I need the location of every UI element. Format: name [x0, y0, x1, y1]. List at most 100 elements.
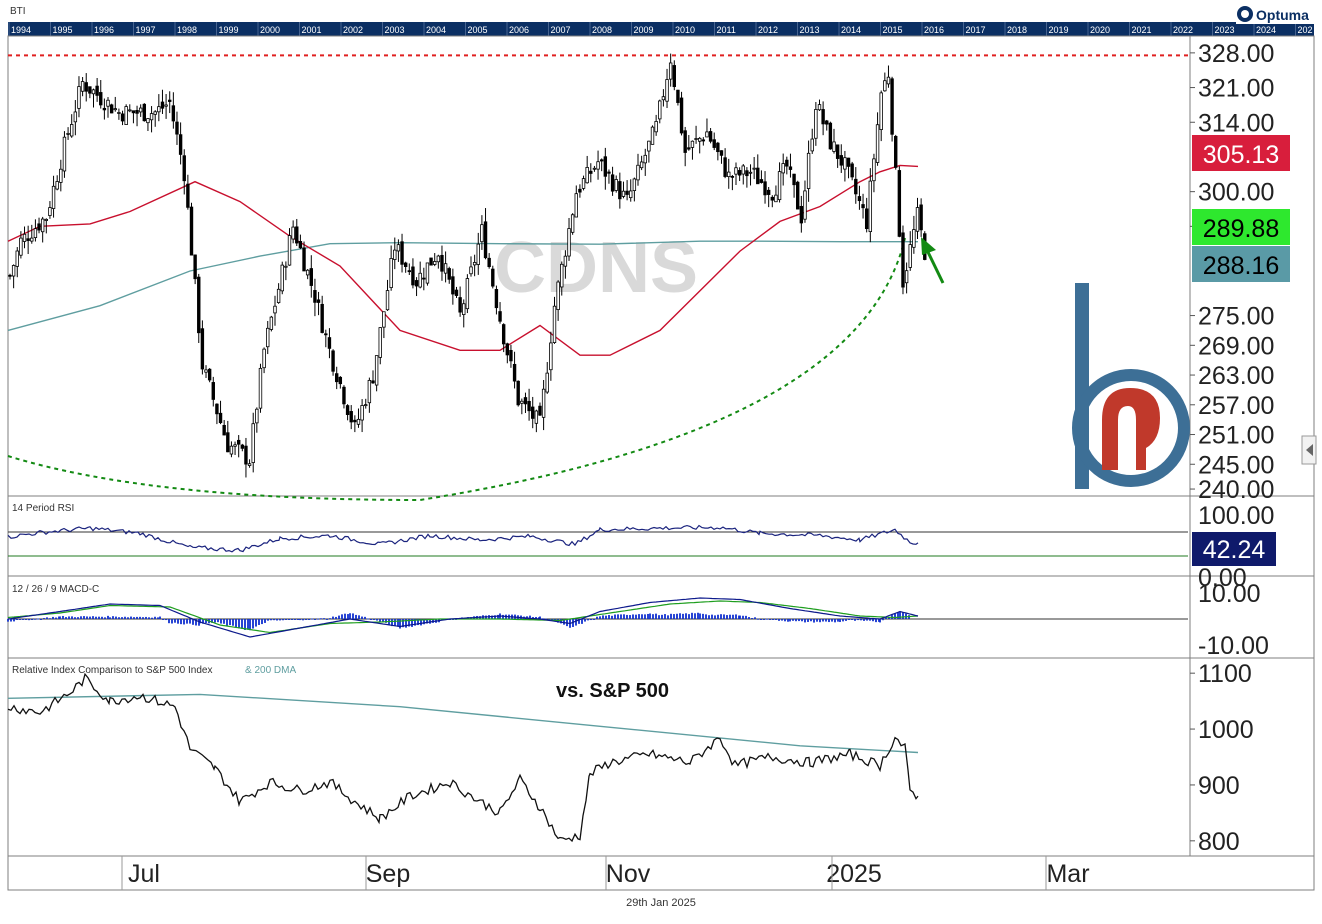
- candle-body: [222, 424, 226, 436]
- macd-hist-bar: [217, 619, 219, 623]
- ma200-tag: [1192, 209, 1290, 245]
- relative-y-axis[interactable]: 1100 1000 900 800: [1190, 660, 1254, 856]
- x-axis-panel[interactable]: [7, 855, 1315, 891]
- macd-hist-bar: [261, 619, 263, 625]
- candle-body: [570, 214, 575, 233]
- macd-hist-bar: [338, 615, 340, 619]
- chevron-left-icon[interactable]: [1306, 444, 1313, 456]
- candle-body: [128, 109, 132, 112]
- macd-hist-bar: [878, 619, 880, 622]
- macd-hist-bar: [151, 617, 153, 619]
- macd-hist-bar: [379, 619, 381, 622]
- macd-hist-bar: [226, 619, 228, 626]
- rsi-tag-value: 42.24: [1203, 536, 1266, 564]
- panel-frames: [7, 35, 1315, 857]
- macd-hist-bar: [104, 617, 106, 619]
- candle-body: [320, 303, 324, 333]
- macd-hist-bar: [497, 614, 499, 619]
- relative-annotation: vs. S&P 500: [556, 680, 669, 702]
- candle-body: [26, 238, 30, 241]
- macd-hist-bar: [664, 614, 666, 619]
- candle-body: [425, 262, 430, 284]
- macd-hist-bar: [109, 617, 111, 619]
- macd-hist-bar: [702, 613, 704, 619]
- macd-hist-bar: [760, 619, 762, 620]
- rsi-y-axis[interactable]: 100.00 0.00 42.24: [1192, 502, 1276, 592]
- year-strip-label: 2012: [758, 25, 778, 35]
- relative-line: [7, 672, 919, 843]
- candle-body: [273, 305, 277, 314]
- price-panel[interactable]: CDNS: [7, 53, 1188, 502]
- candle-body: [512, 363, 517, 382]
- candle-body: [226, 432, 230, 453]
- macd-hist-bar: [205, 619, 207, 623]
- macd-hist-bar: [787, 619, 789, 622]
- macd-hist-bar: [232, 619, 234, 626]
- candle-body: [22, 233, 27, 242]
- candle-body: [342, 386, 346, 405]
- macd-hist-bar: [74, 617, 76, 619]
- candle-body: [618, 181, 622, 200]
- brand-logo: [1072, 283, 1190, 489]
- macd-hist-bar: [22, 619, 24, 620]
- candle-body: [883, 80, 887, 92]
- macd-hist-bar: [165, 619, 167, 621]
- year-strip-label: 1998: [177, 25, 197, 35]
- ma200-tag-value: 289.88: [1203, 215, 1279, 243]
- candle-body: [814, 109, 818, 139]
- year-strip[interactable]: 1994 1995 1996 1997 1998 1999 2000 2001 2002 2003…: [8, 22, 1314, 36]
- macd-hist-bar: [10, 619, 12, 622]
- macd-hist-bar: [714, 615, 716, 619]
- macd-hist-bar: [655, 613, 657, 619]
- macd-line: [7, 597, 919, 638]
- x-tick-label: Mar: [1046, 860, 1089, 888]
- macd-hist-bar: [244, 619, 246, 630]
- candle-body: [843, 157, 847, 170]
- candle-body: [614, 179, 618, 191]
- relative-panel[interactable]: Relative Index Comparison to S&P 500 Ind…: [7, 665, 919, 843]
- macd-hist-bar: [834, 619, 836, 623]
- candle-body: [603, 156, 608, 177]
- macd-hist-bar: [596, 616, 598, 619]
- candle-body: [99, 92, 103, 106]
- macd-hist-bar: [738, 615, 740, 619]
- candle-body: [864, 208, 869, 230]
- candle-body: [44, 218, 48, 221]
- candle-body: [131, 110, 136, 114]
- candle-body: [777, 171, 782, 201]
- macd-hist-bar: [223, 619, 225, 624]
- candle-body: [135, 110, 139, 114]
- rsi-panel[interactable]: 14 Period RSI: [7, 503, 1188, 557]
- candles: [8, 53, 927, 478]
- relative-tick-label: 800: [1198, 828, 1240, 856]
- candle-body: [694, 138, 698, 140]
- macd-hist-bar: [720, 614, 722, 619]
- candle-body: [897, 170, 902, 237]
- macd-panel[interactable]: 12 / 26 / 9 MACD-C: [7, 584, 1188, 638]
- macd-hist-bar: [763, 619, 765, 620]
- macd-hist-bar: [641, 614, 643, 619]
- candle-body: [462, 303, 466, 315]
- macd-y-axis[interactable]: 10.00 -10.00: [1198, 580, 1269, 660]
- macd-hist-bar: [822, 619, 824, 622]
- macd-hist-bar: [235, 619, 237, 628]
- macd-hist-bar: [875, 619, 877, 623]
- macd-hist-bar: [177, 619, 179, 624]
- candle-body: [708, 131, 713, 142]
- candle-body: [483, 221, 488, 259]
- macd-hist-bar: [373, 619, 375, 620]
- macd-hist-bar: [252, 619, 254, 629]
- price-tick-label: 257.00: [1198, 392, 1274, 420]
- year-strip-label: 2010: [675, 25, 695, 35]
- candle-body: [324, 333, 328, 336]
- relative-title: Relative Index Comparison to S&P 500 Ind…: [12, 665, 213, 676]
- candle-body: [788, 166, 793, 170]
- candle-body: [305, 269, 310, 276]
- macd-hist-bar: [305, 619, 307, 620]
- year-strip-label: 1995: [53, 25, 73, 35]
- year-strip-label: 2006: [509, 25, 529, 35]
- macd-hist-bar: [159, 616, 161, 619]
- macd-hist-bar: [554, 619, 556, 621]
- scroll-handle[interactable]: [1301, 435, 1317, 465]
- macd-signal-line: [7, 600, 919, 634]
